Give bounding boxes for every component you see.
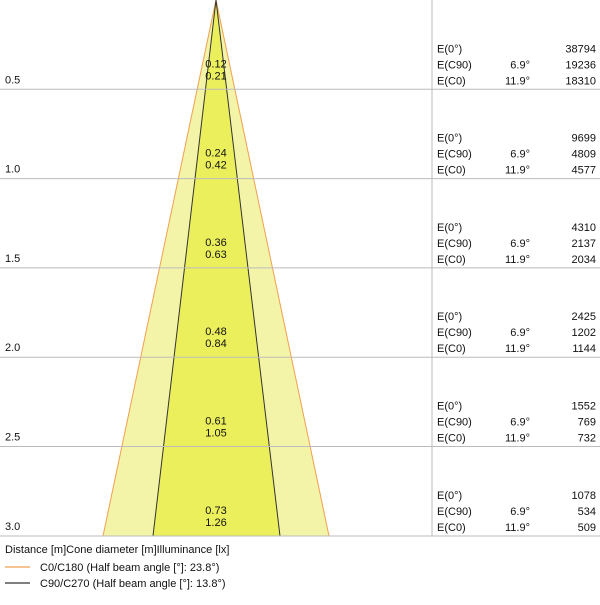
illuminance-angle: 6.9° [510,327,530,339]
illuminance-angle: 11.9° [505,343,530,355]
illuminance-label: E(C0) [437,75,466,87]
illuminance-label: E(C90) [437,149,472,161]
illuminance-angle: 11.9° [505,522,530,534]
illuminance-label: E(0°) [437,401,462,413]
diameter-c0: 0.63 [205,249,226,261]
diameter-c0: 0.42 [205,160,226,172]
illuminance-angle: 11.9° [505,75,530,87]
diameter-c90: 0.36 [205,237,226,249]
distance: 2.5 [5,432,20,444]
illuminance-label: E(C90) [437,506,472,518]
illuminance-label: E(0°) [437,311,462,323]
diameter-c0: 1.05 [205,428,226,440]
illuminance-value: 1144 [572,343,596,355]
illuminance-value: 769 [578,417,596,429]
diameter-c90: 0.48 [205,326,226,338]
illuminance-label: E(C0) [437,165,466,177]
diameter-c90: 0.73 [205,505,226,517]
distance: 1.0 [5,164,20,176]
illuminance-angle: 11.9° [505,165,530,177]
illuminance-label: E(C90) [437,327,472,339]
header-diameter: Cone diameter [m] [66,544,156,556]
header-illuminance: Illuminance [lx] [157,544,230,556]
illuminance-angle: 6.9° [510,59,530,71]
illuminance-label: E(C0) [437,343,466,355]
header-distance: Distance [m] [5,544,66,556]
illuminance-label: E(0°) [437,490,462,502]
illuminance-label: E(C0) [437,522,466,534]
illuminance-label: E(0°) [437,222,462,234]
distance: 3.0 [5,521,20,533]
illuminance-value: 38794 [565,43,596,55]
distance: 2.0 [5,342,20,354]
illuminance-value: 4310 [572,222,596,234]
distance: 1.5 [5,253,20,265]
illuminance-value: 1552 [572,401,596,413]
illuminance-label: E(C90) [437,59,472,71]
illuminance-label: E(0°) [437,133,462,145]
illuminance-value: 534 [578,506,596,518]
illuminance-value: 2425 [572,311,596,323]
illuminance-angle: 6.9° [510,506,530,518]
legend-label: C90/C270 (Half beam angle [°]: 13.8°) [40,578,226,590]
illuminance-label: E(C90) [437,417,472,429]
illuminance-value: 509 [578,522,596,534]
diameter-c0: 0.84 [205,338,226,350]
illuminance-value: 18310 [565,75,596,87]
illuminance-angle: 6.9° [510,238,530,250]
legend-label: C0/C180 (Half beam angle [°]: 23.8°) [40,562,219,574]
illuminance-label: E(0°) [437,43,462,55]
illuminance-label: E(C90) [437,238,472,250]
illuminance-value: 9699 [572,133,596,145]
illuminance-value: 4809 [572,149,596,161]
diameter-c90: 0.12 [205,58,226,70]
illuminance-value: 2137 [572,238,596,250]
illuminance-angle: 6.9° [510,417,530,429]
illuminance-angle: 11.9° [505,254,530,266]
illuminance-angle: 6.9° [510,149,530,161]
illuminance-angle: 11.9° [505,433,530,445]
illuminance-value: 4577 [572,165,596,177]
illuminance-value: 2034 [572,254,596,266]
diameter-c0: 0.21 [205,70,226,82]
distance: 0.5 [5,74,20,86]
diameter-c90: 0.61 [205,416,226,428]
illuminance-label: E(C0) [437,433,466,445]
illuminance-label: E(C0) [437,254,466,266]
illuminance-value: 19236 [565,59,596,71]
illuminance-value: 1202 [572,327,596,339]
header: Distance [m]Cone diameter [m]Illuminance… [5,544,229,556]
diameter-c0: 1.26 [205,517,226,529]
illuminance-value: 1078 [572,490,596,502]
illuminance-value: 732 [578,433,596,445]
diameter-c90: 0.24 [205,148,226,160]
